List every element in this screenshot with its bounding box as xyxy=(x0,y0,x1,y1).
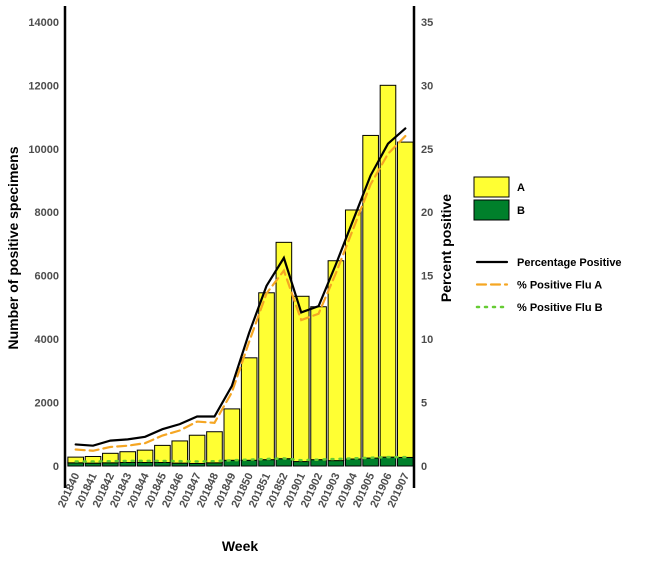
bar-a xyxy=(223,408,241,461)
bar-a xyxy=(84,455,102,464)
bar-b xyxy=(379,456,397,467)
bar-b xyxy=(292,461,310,467)
bar-b xyxy=(240,459,258,467)
bar-b xyxy=(136,462,154,467)
bar-b xyxy=(397,456,414,467)
left-tick-label: 6000 xyxy=(35,271,59,283)
bar-b xyxy=(362,457,379,467)
left-tick-label: 14000 xyxy=(28,17,59,29)
bar-a xyxy=(240,357,258,461)
line-legend: Percentage Positive % Positive Flu A % Pos… xyxy=(475,257,622,314)
bar-a xyxy=(119,451,137,464)
right-axis-title: Percent positive xyxy=(438,194,454,302)
bar-a xyxy=(188,434,206,464)
series-line-2 xyxy=(74,455,407,463)
legend-key-B xyxy=(473,199,510,221)
series-line-1 xyxy=(74,134,407,452)
right-tick-label: 10 xyxy=(421,334,433,346)
x-axis-title: Week xyxy=(222,538,259,554)
legend-line-label: % Positive Flu A xyxy=(517,280,602,292)
left-tick-labels: 0 2000 4000 6000 8000 10000 12000 14000 xyxy=(28,17,59,473)
bar-b xyxy=(119,462,137,467)
right-tick-label: 25 xyxy=(421,144,433,156)
legend-line-label: Percentage Positive xyxy=(517,257,622,269)
legend-label-B: B xyxy=(517,205,525,217)
left-tick-label: 4000 xyxy=(35,334,59,346)
bar-a xyxy=(171,440,189,464)
bar-b xyxy=(275,458,293,467)
series-line-0 xyxy=(74,127,407,447)
bar-b xyxy=(154,462,171,467)
bar-a xyxy=(379,84,397,458)
right-tick-label: 20 xyxy=(421,207,433,219)
bar-a xyxy=(292,295,310,463)
bar-a xyxy=(136,449,154,464)
bar-a xyxy=(397,141,414,458)
right-tick-label: 30 xyxy=(421,80,433,92)
legend-line-label: % Positive Flu B xyxy=(517,302,603,314)
left-tick-label: 2000 xyxy=(35,398,59,410)
legend-label-A: A xyxy=(517,182,525,194)
left-tick-label: 0 xyxy=(53,461,59,473)
bar-a xyxy=(154,444,171,464)
right-tick-label: 15 xyxy=(421,271,433,283)
bar-b xyxy=(327,460,345,467)
bar-a xyxy=(327,260,345,462)
bar-a xyxy=(102,452,119,464)
line-layer xyxy=(74,127,407,463)
right-tick-label: 0 xyxy=(421,461,427,473)
bar-a xyxy=(344,209,362,460)
right-tick-label: 5 xyxy=(421,398,427,410)
bar-b xyxy=(344,458,362,467)
bar-b xyxy=(258,459,275,467)
legend-key-A xyxy=(473,176,510,198)
bar-a xyxy=(67,456,84,464)
right-tick-label: 35 xyxy=(421,17,433,29)
bar-a xyxy=(206,431,223,464)
left-axis-title: Number of positive specimens xyxy=(5,146,21,349)
bar-a xyxy=(258,292,275,461)
bar-legend: AB xyxy=(473,176,525,221)
left-tick-label: 10000 xyxy=(28,144,59,156)
right-tick-labels: 0 5 10 15 20 25 30 35 xyxy=(421,17,433,473)
bar-a xyxy=(310,306,327,461)
left-tick-label: 12000 xyxy=(28,80,59,92)
left-tick-label: 8000 xyxy=(35,207,59,219)
x-tick-labels: 2018402018412018422018432018442018452018… xyxy=(56,470,412,509)
bar-layer xyxy=(67,84,414,467)
